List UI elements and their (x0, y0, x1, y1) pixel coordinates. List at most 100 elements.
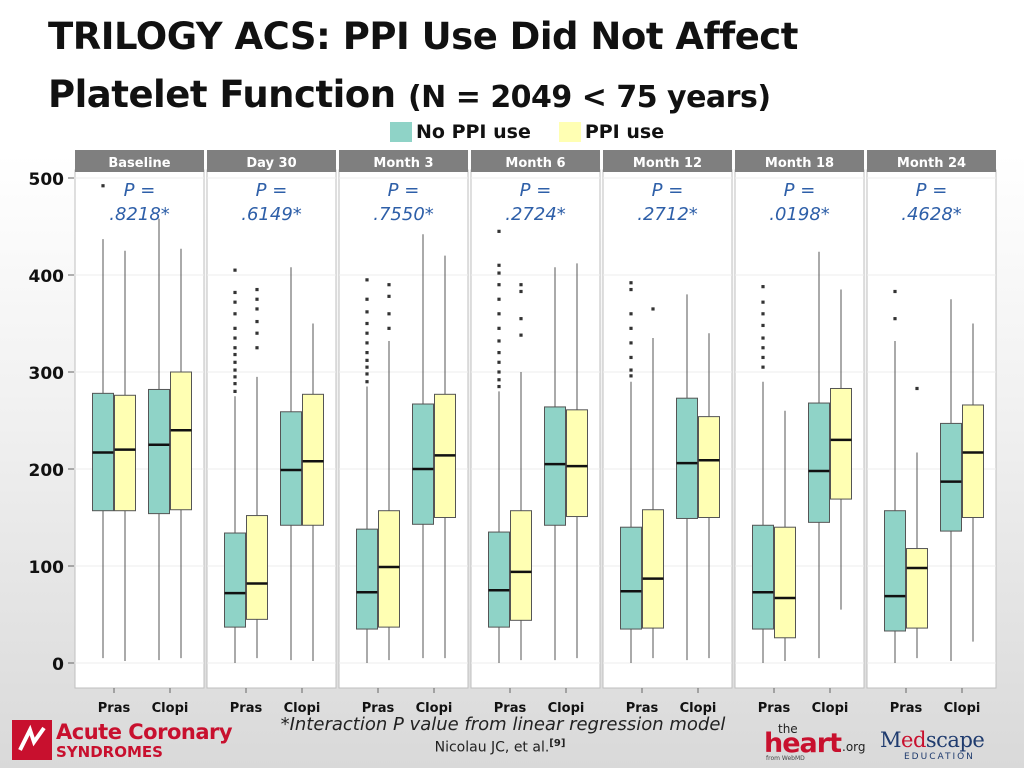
outlier-point (365, 297, 369, 301)
legend-label-no-ppi: No PPI use (416, 121, 531, 143)
outlier-point (255, 287, 259, 292)
p-label: P = (388, 180, 420, 201)
outlier-point (629, 287, 633, 292)
outlier-point (255, 346, 259, 350)
box-no-ppi (884, 510, 906, 632)
outlier-point (497, 263, 501, 267)
title-subtitle: (N = 2049 < 75 years) (407, 80, 771, 115)
outlier-point (629, 374, 633, 378)
outlier-point (233, 346, 237, 350)
outlier-point (761, 323, 765, 328)
outlier-point (651, 307, 655, 311)
p-label: P = (124, 180, 156, 201)
p-label: P = (520, 180, 552, 201)
outlier-point (365, 365, 369, 369)
outlier-point (255, 297, 259, 301)
outlier-point (233, 375, 237, 379)
outlier-point (365, 351, 369, 355)
medscape-m: M (880, 728, 902, 752)
outlier-point (233, 368, 237, 372)
outlier-point (629, 355, 633, 360)
box-ppi (302, 393, 324, 526)
outlier-point (497, 326, 501, 330)
box-ppi (114, 394, 136, 512)
outlier-point (233, 268, 237, 272)
panel-strip-label: Month 12 (633, 156, 702, 171)
x-tick-label: Pras (230, 701, 263, 715)
outlier-point (387, 312, 391, 316)
panel-strip (75, 150, 204, 172)
outlier-point (365, 372, 369, 376)
box-ppi (962, 404, 984, 519)
y-tick-label: 0 (52, 655, 64, 675)
outlier-point (255, 307, 259, 311)
x-tick-label: Clopi (680, 701, 717, 715)
outlier-point (629, 326, 633, 330)
acs-logo-line1: Acute Coronary (56, 720, 233, 744)
x-tick-label: Pras (494, 701, 527, 715)
p-value: .6149* (241, 204, 302, 225)
p-value: .7550* (373, 204, 434, 225)
outlier-point (497, 283, 501, 287)
title-line-1: TRILOGY ACS: PPI Use Did Not Affect (48, 15, 798, 58)
x-tick-label: Clopi (548, 701, 585, 715)
x-tick-label: Pras (98, 701, 131, 715)
medscape-ed: ed (901, 728, 926, 752)
medscape-logo: Medscape EDUCATION (880, 728, 1000, 764)
box-no-ppi (356, 528, 378, 630)
p-label: P = (784, 180, 816, 201)
box-no-ppi (808, 402, 830, 523)
footnote: *Interaction P value from linear regress… (280, 714, 726, 735)
x-tick-label: Clopi (416, 701, 453, 715)
box-ppi (774, 526, 796, 639)
panel-strip-label: Month 18 (765, 156, 834, 171)
outlier-point (761, 355, 765, 360)
box-no-ppi (224, 532, 246, 628)
panel-strip-label: Month 3 (373, 156, 433, 171)
outlier-point (497, 351, 501, 355)
box-ppi (566, 409, 588, 518)
citation-text: Nicolau JC, et al. (434, 739, 550, 756)
y-tick-label: 400 (29, 267, 65, 287)
y-tick-label: 300 (29, 364, 65, 384)
outlier-point (365, 331, 369, 335)
outlier-point (233, 352, 237, 357)
outlier-point (761, 312, 765, 316)
outlier-point (761, 346, 765, 350)
outlier-point (387, 326, 391, 330)
outlier-point (365, 341, 369, 345)
medscape-wordmark: Medscape (880, 728, 985, 752)
medscape-scape: scape (925, 728, 985, 752)
outlier-point (497, 271, 501, 275)
acs-logo-icon (12, 720, 52, 760)
outlier-point (233, 300, 237, 304)
box-ppi (906, 548, 928, 629)
outlier-point (233, 382, 237, 386)
panel-strip-label: Month 6 (505, 156, 565, 171)
outlier-point (497, 229, 501, 233)
theheart-logo: the heart .org from WebMD (764, 722, 866, 762)
box-ppi (246, 515, 268, 620)
panel-strip (603, 150, 732, 172)
outlier-point (497, 339, 501, 343)
outlier-point (761, 336, 765, 340)
y-tick-label: 100 (29, 558, 65, 578)
outlier-point (519, 333, 523, 337)
box-no-ppi (676, 397, 698, 519)
title-main: Platelet Function (48, 73, 396, 116)
box-no-ppi (488, 531, 510, 628)
outlier-point (365, 321, 369, 326)
box-ppi (830, 387, 852, 500)
panel-strip (867, 150, 996, 172)
panel-strip-label: Day 30 (246, 156, 296, 171)
outlier-point (497, 384, 501, 389)
outlier-point (497, 370, 501, 374)
outlier-point (387, 283, 391, 287)
box-no-ppi (148, 388, 170, 515)
x-tick-label: Pras (362, 701, 395, 715)
outlier-point (255, 319, 259, 324)
panel-strip-label: Month 24 (897, 156, 966, 171)
outlier-point (365, 380, 369, 384)
outlier-point (761, 285, 765, 289)
p-label: P = (916, 180, 948, 201)
